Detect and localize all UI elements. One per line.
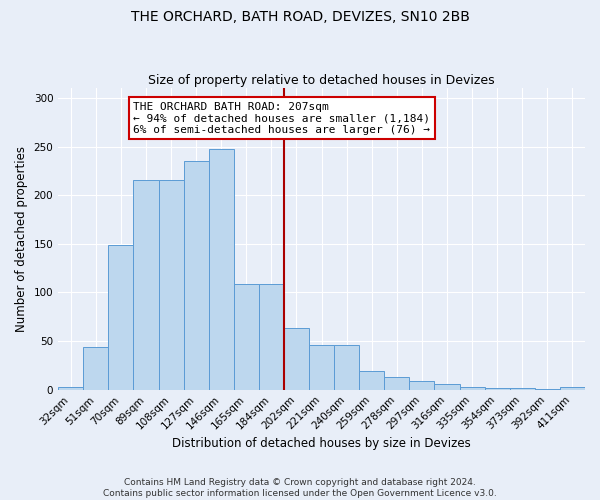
Bar bbox=[535, 389, 560, 390]
Text: Contains HM Land Registry data © Crown copyright and database right 2024.
Contai: Contains HM Land Registry data © Crown c… bbox=[103, 478, 497, 498]
Bar bbox=[334, 345, 359, 390]
Text: THE ORCHARD, BATH ROAD, DEVIZES, SN10 2BB: THE ORCHARD, BATH ROAD, DEVIZES, SN10 2B… bbox=[131, 10, 469, 24]
Bar bbox=[434, 384, 460, 390]
Bar bbox=[510, 388, 535, 390]
Bar bbox=[58, 387, 83, 390]
Text: THE ORCHARD BATH ROAD: 207sqm
← 94% of detached houses are smaller (1,184)
6% of: THE ORCHARD BATH ROAD: 207sqm ← 94% of d… bbox=[133, 102, 430, 135]
X-axis label: Distribution of detached houses by size in Devizes: Distribution of detached houses by size … bbox=[172, 437, 471, 450]
Bar bbox=[133, 180, 158, 390]
Bar bbox=[460, 387, 485, 390]
Bar bbox=[234, 284, 259, 390]
Bar bbox=[83, 347, 109, 390]
Y-axis label: Number of detached properties: Number of detached properties bbox=[15, 146, 28, 332]
Bar bbox=[560, 387, 585, 390]
Bar bbox=[109, 245, 133, 390]
Bar bbox=[485, 388, 510, 390]
Bar bbox=[184, 161, 209, 390]
Bar bbox=[284, 328, 309, 390]
Bar bbox=[259, 284, 284, 390]
Bar bbox=[409, 381, 434, 390]
Bar bbox=[209, 150, 234, 390]
Bar bbox=[158, 180, 184, 390]
Bar bbox=[309, 345, 334, 390]
Bar bbox=[385, 377, 409, 390]
Title: Size of property relative to detached houses in Devizes: Size of property relative to detached ho… bbox=[148, 74, 495, 87]
Bar bbox=[359, 371, 385, 390]
